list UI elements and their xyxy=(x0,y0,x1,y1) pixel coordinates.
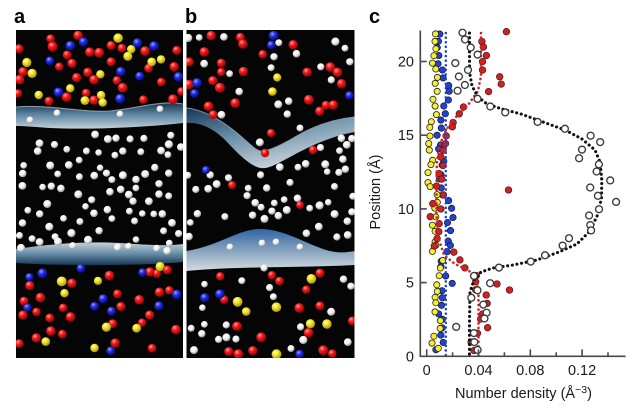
svg-text:0: 0 xyxy=(406,349,414,365)
svg-text:Position (Å): Position (Å) xyxy=(367,155,384,230)
svg-text:0.12: 0.12 xyxy=(568,363,596,379)
svg-text:10: 10 xyxy=(398,202,414,218)
svg-text:15: 15 xyxy=(398,128,414,144)
svg-text:0.08: 0.08 xyxy=(516,363,544,379)
svg-text:0: 0 xyxy=(423,363,431,379)
svg-text:5: 5 xyxy=(406,276,414,292)
svg-text:20: 20 xyxy=(398,55,414,71)
svg-text:c: c xyxy=(369,6,380,28)
svg-text:Number density (Å−3): Number density (Å−3) xyxy=(455,384,592,402)
svg-text:a: a xyxy=(14,6,26,28)
svg-text:0.04: 0.04 xyxy=(464,363,492,379)
svg-text:b: b xyxy=(185,6,197,28)
